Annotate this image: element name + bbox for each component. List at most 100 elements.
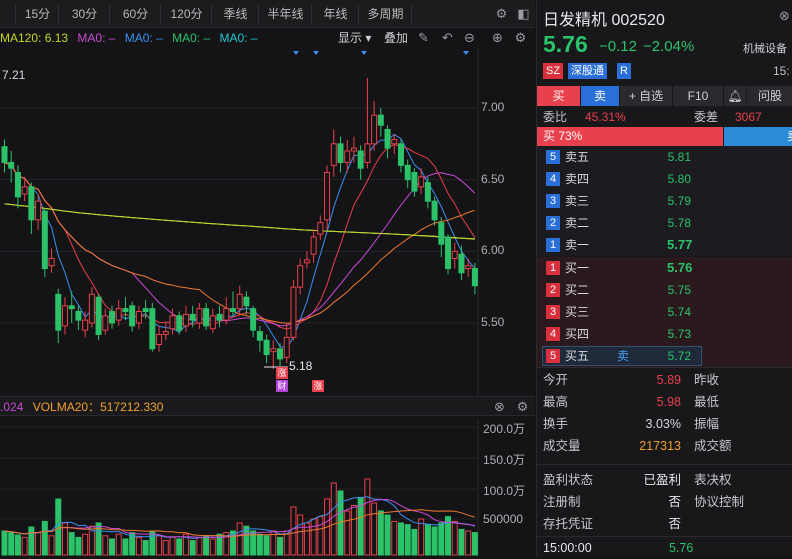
bid-row[interactable]: 1 买一 5.76	[537, 257, 792, 279]
volume-bar	[344, 510, 351, 556]
bid-row[interactable]: 4 买四 5.73	[537, 323, 792, 345]
ask-level-badge: 1	[546, 238, 560, 252]
candle-body	[310, 236, 317, 255]
candle-body	[391, 139, 398, 145]
candle-body	[14, 172, 21, 198]
ask-label: 卖三	[565, 194, 590, 208]
close-icon[interactable]: ⊗	[779, 8, 790, 23]
buy-button[interactable]: 买	[537, 86, 580, 106]
candle-body	[41, 210, 48, 270]
bid-level-badge: 1	[546, 261, 560, 275]
volume-bar	[438, 522, 445, 556]
ask-row[interactable]: 1 卖一 5.77	[537, 234, 792, 256]
volume-bar	[182, 533, 189, 556]
industry-tag[interactable]: 机械设备	[743, 43, 787, 55]
panel-toggle-icon[interactable]: ◧	[517, 6, 530, 21]
candle-body	[290, 286, 297, 338]
info-label: 存托凭证	[543, 517, 594, 531]
signal-triangle	[361, 51, 367, 55]
volume-bar	[189, 540, 196, 556]
ask-label: 卖五	[565, 150, 590, 164]
chart-settings-icon[interactable]: ⚙	[514, 30, 527, 45]
volume-bar	[330, 482, 337, 556]
buy-ratio-label: 买 73%	[543, 129, 583, 143]
bid-row[interactable]: 5 买五 卖 5.72	[537, 345, 792, 367]
ask-book: 5 卖五 5.81 4 卖四 5.80 3 卖三 5.79 2 卖二 5.78 …	[537, 146, 792, 256]
stat-label: 换手	[543, 417, 569, 431]
display-dropdown[interactable]: 显示 ▾	[338, 31, 372, 45]
undo-icon[interactable]: ↶	[442, 30, 453, 45]
brush-icon[interactable]: ✎	[418, 30, 429, 45]
tab-30min[interactable]: 30分	[60, 4, 110, 25]
bid-row[interactable]: 3 买三 5.74	[537, 301, 792, 323]
last-price: 5.76	[543, 31, 588, 57]
tab-120min[interactable]: 120分	[162, 4, 212, 25]
ma-legend: MA120: 6.13 MA0: – MA0: – MA0: – MA0: –	[0, 29, 535, 47]
volume-bar	[310, 518, 317, 556]
tab-quarter[interactable]: 季线	[213, 4, 259, 25]
candle-body	[156, 333, 163, 346]
settings-gear-icon[interactable]: ⚙	[495, 6, 508, 21]
close-volume-icon[interactable]: ⊗	[494, 399, 505, 414]
bid-row[interactable]: 2 买二 5.75	[537, 279, 792, 301]
y-tick-label: 5.50	[481, 315, 505, 329]
tab-half-year[interactable]: 半年线	[260, 4, 312, 25]
candle-body	[203, 308, 210, 327]
volume-bar	[95, 522, 102, 556]
volume-bar	[371, 502, 378, 556]
ask-label: 卖一	[565, 238, 590, 252]
volume-bar	[82, 533, 89, 556]
ask-level-badge: 5	[546, 150, 560, 164]
candle-body	[384, 129, 391, 149]
bell-icon[interactable]: 🔔︎	[724, 86, 746, 106]
volume-bar	[41, 520, 48, 556]
volume-chart[interactable]	[0, 418, 535, 557]
ask-level-badge: 4	[546, 172, 560, 186]
overlay-button[interactable]: 叠加	[384, 31, 409, 45]
volume-settings-icon[interactable]: ⚙	[516, 399, 529, 414]
divider	[537, 536, 792, 537]
candle-body	[283, 336, 290, 358]
volume-bar	[142, 540, 149, 556]
kline-chart[interactable]	[0, 48, 535, 396]
candle-body	[149, 308, 156, 350]
volume-bar	[169, 536, 176, 556]
ask-row[interactable]: 3 卖三 5.79	[537, 190, 792, 212]
candle-body	[324, 172, 331, 221]
bid-level-badge: 2	[546, 283, 560, 297]
tab-year[interactable]: 年线	[313, 4, 359, 25]
ask-stock-button[interactable]: 问股	[747, 86, 792, 106]
candle-body	[95, 296, 102, 335]
stat-label: 最低	[694, 395, 720, 409]
zoom-out-icon[interactable]: ⊖	[464, 30, 475, 45]
candle-body	[344, 150, 351, 163]
candle-body	[216, 313, 223, 321]
candle-body	[270, 348, 277, 353]
candle-body	[122, 308, 129, 313]
tab-partial[interactable]	[0, 4, 16, 25]
finance-marker[interactable]: 财	[276, 380, 288, 392]
tick-time: 15:00:00	[543, 541, 592, 555]
ma-value-blue: MA0: –	[124, 31, 163, 45]
volume-bar	[277, 536, 284, 556]
ask-level-badge: 2	[546, 216, 560, 230]
sell-button[interactable]: 卖	[581, 86, 619, 106]
ask-row[interactable]: 5 卖五 5.81	[537, 146, 792, 168]
ask-row[interactable]: 2 卖二 5.78	[537, 212, 792, 234]
candle-body	[21, 186, 28, 195]
volume-bar	[68, 532, 75, 556]
volume-bar	[156, 535, 163, 556]
tab-multi-period[interactable]: 多周期	[360, 4, 412, 25]
rise-marker[interactable]: 涨	[312, 380, 324, 392]
f10-button[interactable]: F10	[673, 86, 723, 106]
zoom-in-icon[interactable]: ⊕	[492, 30, 503, 45]
vol-y-tick: 200.0万	[483, 422, 526, 436]
rise-marker[interactable]: 涨	[276, 367, 288, 379]
tab-60min[interactable]: 60分	[111, 4, 161, 25]
ask-row[interactable]: 4 卖四 5.80	[537, 168, 792, 190]
volume-bar	[61, 522, 68, 556]
buy-ratio-fill	[537, 127, 723, 146]
volume-bar	[377, 510, 384, 556]
add-watchlist-button[interactable]: + 自选	[620, 86, 672, 106]
tab-15min[interactable]: 15分	[17, 4, 59, 25]
